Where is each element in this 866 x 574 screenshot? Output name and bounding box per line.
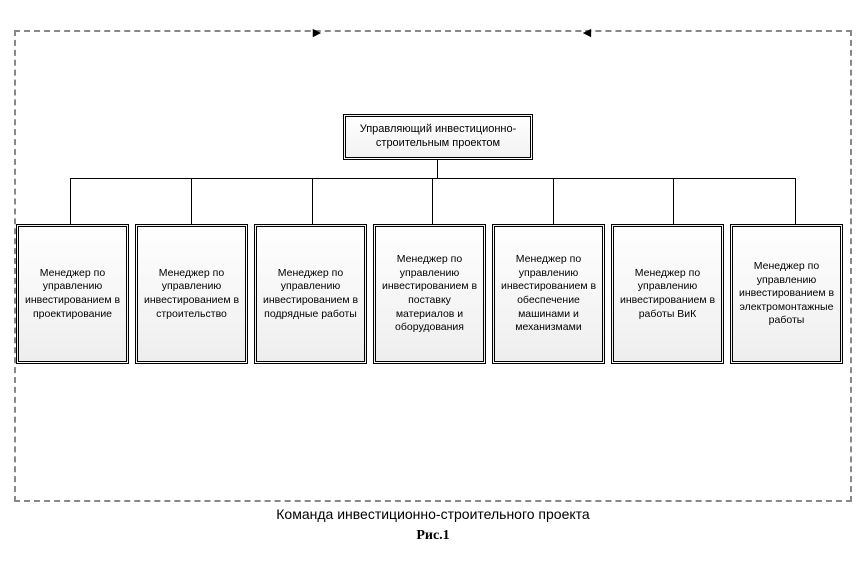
connector-child-vertical xyxy=(795,178,796,224)
connector-child-vertical xyxy=(312,178,313,224)
child-node-label: Менеджер по управлению инвестированием в… xyxy=(498,253,599,335)
connector-horizontal-bus xyxy=(70,178,796,179)
child-node: Менеджер по управлению инвестированием в… xyxy=(611,224,724,364)
connector-child-vertical xyxy=(432,178,433,224)
connector-child-vertical xyxy=(70,178,71,224)
child-node: Менеджер по управлению инвестированием в… xyxy=(16,224,129,364)
connector-child-vertical xyxy=(673,178,674,224)
child-node: Менеджер по управлению инвестированием в… xyxy=(373,224,486,364)
child-node-label: Менеджер по управлению инвестированием в… xyxy=(379,253,480,335)
child-node-label: Менеджер по управлению инвестированием в… xyxy=(617,267,718,322)
child-node-label: Менеджер по управлению инвестированием в… xyxy=(260,267,361,322)
child-node-label: Менеджер по управлению инвестированием в… xyxy=(736,260,837,328)
child-node: Менеджер по управлению инвестированием в… xyxy=(492,224,605,364)
child-node-label: Менеджер по управлению инвестированием в… xyxy=(141,267,242,322)
arrow-right-icon: ► xyxy=(310,24,324,40)
arrow-left-icon: ◄ xyxy=(580,24,594,40)
connector-child-vertical xyxy=(191,178,192,224)
child-node: Менеджер по управлению инвестированием в… xyxy=(135,224,248,364)
connector-child-vertical xyxy=(553,178,554,224)
root-node: Управляющий инвестиционно-строительным п… xyxy=(343,114,533,160)
child-node: Менеджер по управлению инвестированием в… xyxy=(254,224,367,364)
root-node-label: Управляющий инвестиционно-строительным п… xyxy=(350,123,526,151)
diagram-caption: Команда инвестиционно-строительного прое… xyxy=(0,506,866,522)
figure-label: Рис.1 xyxy=(0,528,866,544)
connector-root-vertical xyxy=(437,160,438,178)
child-node: Менеджер по управлению инвестированием в… xyxy=(730,224,843,364)
children-row: Менеджер по управлению инвестированием в… xyxy=(16,224,850,364)
child-node-label: Менеджер по управлению инвестированием в… xyxy=(22,267,123,322)
